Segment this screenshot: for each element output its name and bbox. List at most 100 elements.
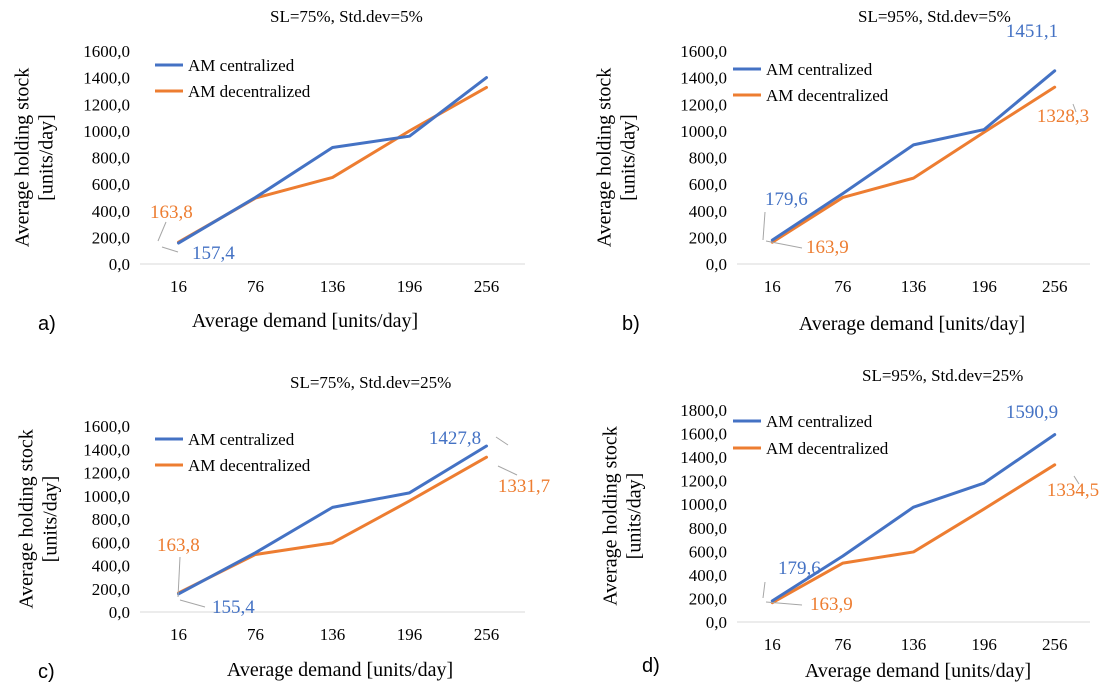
y-tick-label: 800,0 — [92, 510, 130, 529]
data-label: 155,4 — [212, 597, 255, 618]
data-label: 1334,5 — [1047, 480, 1099, 501]
legend-entry: AM decentralized — [188, 82, 311, 101]
x-tick-label: 196 — [971, 277, 997, 296]
x-tick-label: 16 — [764, 277, 781, 296]
y-tick-label: 0,0 — [109, 603, 130, 622]
y-axis-label: [units/day] — [624, 473, 646, 560]
legend-entry: AM decentralized — [766, 439, 889, 458]
series-line-decentralized — [770, 85, 1057, 244]
chart-title: SL=95%, Std.dev=25% — [862, 366, 1023, 385]
y-tick-label: 600,0 — [92, 175, 130, 194]
data-label-leader — [762, 211, 766, 241]
series-line-centralized — [770, 69, 1057, 242]
y-tick-label: 1200,0 — [83, 95, 130, 114]
data-label: 179,6 — [765, 189, 808, 210]
data-label: 157,4 — [192, 243, 235, 264]
data-label-leader — [497, 465, 518, 476]
y-tick-label: 200,0 — [689, 589, 727, 608]
y-tick-label: 400,0 — [689, 202, 727, 221]
y-tick-label: 1600,0 — [83, 417, 130, 436]
panel-label: d) — [642, 655, 660, 677]
x-tick-label: 16 — [764, 635, 781, 654]
chart-title: SL=95%, Std.dev=5% — [858, 7, 1011, 26]
data-label: 163,9 — [810, 594, 853, 615]
x-tick-label: 136 — [901, 277, 927, 296]
data-label-leader — [1073, 475, 1080, 485]
y-tick-label: 1400,0 — [83, 440, 130, 459]
y-tick-label: 200,0 — [92, 580, 130, 599]
x-tick-label: 76 — [834, 635, 851, 654]
y-axis-label: Average holding stock — [16, 429, 38, 609]
data-label: 1451,1 — [1006, 21, 1058, 42]
y-tick-label: 1400,0 — [680, 448, 727, 467]
y-tick-label: 1400,0 — [680, 69, 727, 88]
x-tick-label: 196 — [971, 635, 997, 654]
data-label: 1590,9 — [1006, 402, 1058, 423]
data-label-leader — [179, 599, 206, 608]
data-label-leader — [157, 221, 167, 242]
y-tick-label: 1600,0 — [680, 42, 727, 61]
y-tick-label: 600,0 — [92, 533, 130, 552]
x-axis-label: Average demand [units/day] — [799, 313, 1025, 335]
x-axis-label: Average demand [units/day] — [227, 659, 453, 681]
data-label: 1427,8 — [429, 428, 481, 449]
chart-title: SL=75%, Std.dev=25% — [290, 373, 451, 392]
data-label: 163,8 — [150, 202, 193, 223]
panel-label: a) — [38, 313, 56, 335]
y-tick-label: 0,0 — [706, 255, 727, 274]
data-label: 163,9 — [806, 237, 849, 258]
x-tick-label: 16 — [170, 625, 187, 644]
series-line-centralized — [177, 76, 488, 245]
x-tick-label: 256 — [474, 625, 500, 644]
y-tick-label: 1200,0 — [680, 95, 727, 114]
chart-panel-b: SL=95%, Std.dev=5% 0,0 200,0 400,0 600,0 800,… — [594, 7, 1090, 335]
y-tick-label: 1800,0 — [680, 401, 727, 420]
y-axis-label: [units/day] — [618, 114, 640, 201]
chart-panel-a: SL=75%, Std.dev=5% 0,0 200,0 400,0 600,0 800,… — [12, 7, 525, 335]
legend-entry: AM decentralized — [766, 86, 889, 105]
data-label: 163,8 — [157, 535, 200, 556]
data-label-leader — [762, 581, 766, 599]
x-tick-label: 136 — [320, 277, 346, 296]
x-tick-label: 256 — [474, 277, 500, 296]
y-tick-label: 1000,0 — [680, 495, 727, 514]
y-tick-label: 1600,0 — [83, 42, 130, 61]
chart-panel-d: SL=95%, Std.dev=25% 0,0 200,0 400,0 600,0 800… — [600, 366, 1100, 682]
x-tick-label: 76 — [247, 277, 264, 296]
series-line-centralized — [177, 444, 488, 596]
x-tick-label: 76 — [834, 277, 851, 296]
x-tick-label: 256 — [1042, 277, 1068, 296]
y-tick-label: 200,0 — [92, 228, 130, 247]
y-tick-label: 600,0 — [689, 542, 727, 561]
panel-label: c) — [38, 661, 55, 683]
y-axis-label: Average holding stock — [12, 68, 34, 248]
data-label: 179,6 — [778, 558, 821, 579]
series-line-decentralized — [177, 455, 488, 595]
panel-label: b) — [622, 313, 640, 335]
x-tick-label: 136 — [320, 625, 346, 644]
y-tick-label: 1000,0 — [680, 122, 727, 141]
data-label-leader — [1072, 103, 1077, 113]
y-tick-label: 800,0 — [92, 149, 130, 168]
data-label-leader — [765, 240, 803, 249]
data-label-leader — [765, 601, 803, 606]
y-tick-label: 800,0 — [689, 519, 727, 538]
x-axis-label: Average demand [units/day] — [192, 310, 418, 332]
y-tick-label: 0,0 — [706, 613, 727, 632]
legend-entry: AM centralized — [188, 430, 295, 449]
chart-title: SL=75%, Std.dev=5% — [270, 7, 423, 26]
y-axis-label: [units/day] — [36, 114, 58, 201]
x-tick-label: 256 — [1042, 635, 1068, 654]
legend-entry: AM centralized — [188, 56, 295, 75]
series-line-decentralized — [177, 85, 488, 244]
y-tick-label: 1600,0 — [680, 425, 727, 444]
series-line-decentralized — [770, 463, 1057, 605]
y-tick-label: 1200,0 — [680, 472, 727, 491]
y-tick-label: 0,0 — [109, 255, 130, 274]
legend-entry: AM centralized — [766, 412, 873, 431]
y-tick-label: 600,0 — [689, 175, 727, 194]
y-tick-label: 1400,0 — [83, 69, 130, 88]
y-axis-label: Average holding stock — [594, 68, 616, 248]
y-tick-label: 400,0 — [689, 566, 727, 585]
